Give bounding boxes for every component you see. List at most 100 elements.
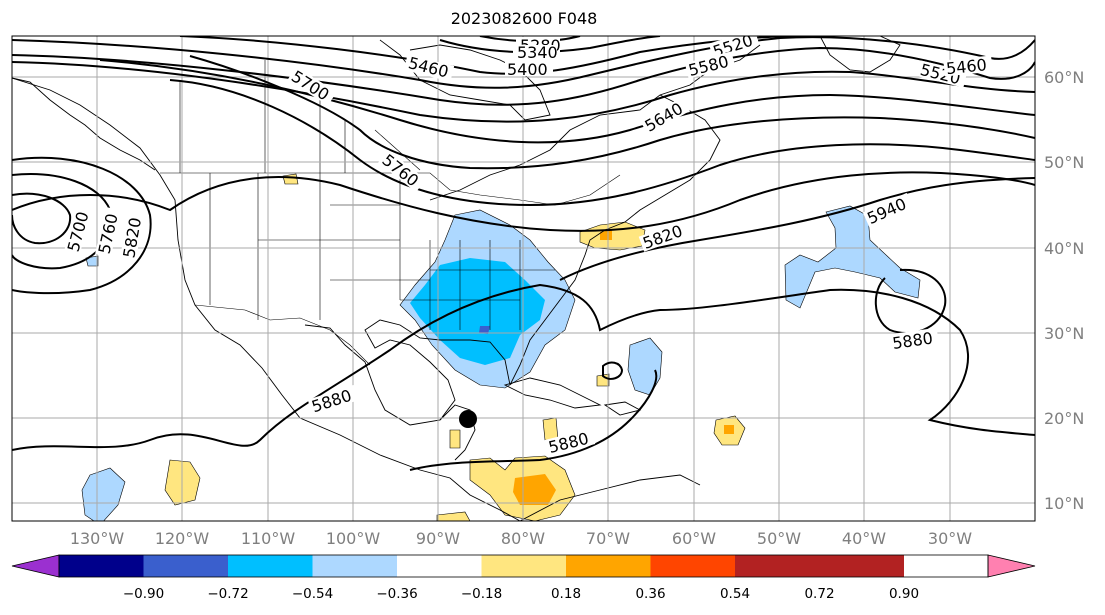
negative-anomaly-pacific [81,467,126,521]
contour-label: 5940 [864,194,909,228]
colorbar-extend-max [987,554,1036,578]
us-canada-border [160,172,621,206]
colorbar-label: 0.54 [720,586,750,602]
contour-label: 5700 [64,210,93,254]
lat-label: 40°N [1044,239,1084,258]
contour-5640 [99,59,1035,144]
cuba [503,377,602,409]
contour-low-west-5760 [12,173,112,270]
graticule [12,36,1035,521]
contour-label-bg [505,60,553,76]
contour-5820 [12,171,1035,232]
us-mexico-border [194,304,371,366]
latitude-labels: 60°N 50°N 40°N 30°N 20°N 10°N [1044,68,1084,513]
shaded-fields [81,173,921,521]
colorbar-label: 0.72 [804,586,834,602]
contour-labels: 5280 5340 5460 5400 5520 5580 5700 5640 … [64,36,993,457]
lat-label: 50°N [1044,153,1084,172]
lat-label: 30°N [1044,324,1084,343]
colorbar [11,554,1036,578]
positive-anomaly-core-ca [513,474,556,505]
colorbar-label: 0.18 [551,586,581,602]
lon-label: 50°W [757,529,801,548]
colorbar-segment [228,555,313,577]
lon-label: 40°W [842,529,886,548]
map-frame [11,35,1036,522]
contour-label: 5400 [507,60,548,79]
lon-label: 80°W [501,529,545,548]
contour-5880 [12,283,1035,451]
contour-label-bg [95,206,121,258]
hudson-bay [379,39,551,121]
contour-label-bg [403,54,455,82]
contour-5700 [189,55,1035,170]
colorbar-label: −0.54 [292,586,333,602]
negative-anomaly-atlantic [784,205,921,309]
longitude-labels: 130°W 120°W 110°W 100°W 90°W 80°W 70°W 6… [70,529,972,548]
alaska-coast [12,77,156,171]
contour-label: 5820 [119,216,145,259]
contour-5760 [169,79,1035,207]
positive-anomaly-atlantic-core [724,425,734,434]
strongest-negative-anomaly [479,326,490,334]
colorbar-segment [143,555,228,577]
positive-anomaly-small-5 [449,429,461,449]
lat-label: 20°N [1044,409,1084,428]
colorbar-segment [650,555,735,577]
colorbar-segment [59,555,144,577]
hispaniola [603,401,642,416]
greenland [819,36,901,73]
lat-label: 10°N [1044,494,1084,513]
gulf-coast [304,319,511,426]
contour-low-west-5820 [12,156,152,295]
colorbar-extend-min [11,554,60,578]
lat-label: 60°N [1044,68,1084,87]
contour-label-bg [513,45,557,61]
colorbar-label: −0.36 [376,586,417,602]
colorbar-segment [566,555,651,577]
colorbar-label: −0.18 [461,586,502,602]
contour-label-bg [287,66,337,106]
colorbar-segment [397,555,482,577]
colorbar-labels: −0.90 −0.72 −0.54 −0.36 −0.18 0.18 0.36 … [123,586,919,602]
contour-label-bg [640,97,690,135]
stronger-negative-anomaly-area [410,258,545,365]
colorbar-label: 0.36 [635,586,665,602]
positive-anomaly-northeast [579,221,646,251]
contour-label-bg [544,428,596,456]
contour-5580 [12,61,1035,123]
storm-marker [459,410,477,428]
contour-label: 5460 [945,55,987,78]
contour-label: 5880 [309,386,354,417]
contour-5880-south [409,369,658,471]
contour-label: 5580 [686,52,730,80]
state-lines [209,173,555,330]
contour-label-bg [916,60,968,88]
contour-label-bg [119,210,145,262]
contour-5940 [559,177,1035,281]
colorbar-label: 0.90 [889,586,919,602]
positive-anomaly-small-4 [436,511,471,521]
colorbar-outline [58,554,989,578]
contour-small-ring [602,361,624,380]
colorbar-segment [312,555,397,577]
lon-label: 70°W [586,529,630,548]
contour-label: 5760 [95,212,122,256]
contour-label-bg [378,149,426,193]
negative-anomaly-east [627,337,663,396]
contour-label-bg [684,51,736,79]
height-contours [12,36,1035,471]
lon-label: 130°W [70,529,125,548]
contour-label-bg [307,384,359,416]
colorbar-segment [481,555,566,577]
lon-label: 60°W [672,529,716,548]
contour-label-bg [889,327,939,351]
contour-5460 [12,36,1035,89]
contour-5340 [439,36,661,54]
lon-label: 110°W [241,529,296,548]
contour-label: 5340 [517,43,558,62]
lon-label: 120°W [155,529,210,548]
colorbar-label: −0.72 [207,586,248,602]
contour-label: 5700 [288,67,333,105]
